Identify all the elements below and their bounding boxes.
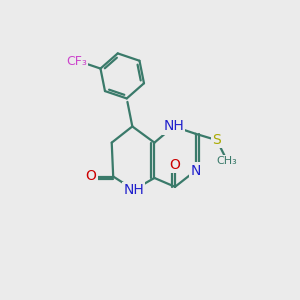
Text: NH: NH (123, 183, 144, 197)
Text: NH: NH (163, 119, 184, 134)
Text: CF₃: CF₃ (66, 55, 87, 68)
Text: CH₃: CH₃ (216, 156, 237, 167)
Text: O: O (169, 158, 181, 172)
Text: S: S (212, 133, 221, 147)
Text: O: O (86, 169, 97, 184)
Text: N: N (190, 164, 201, 178)
